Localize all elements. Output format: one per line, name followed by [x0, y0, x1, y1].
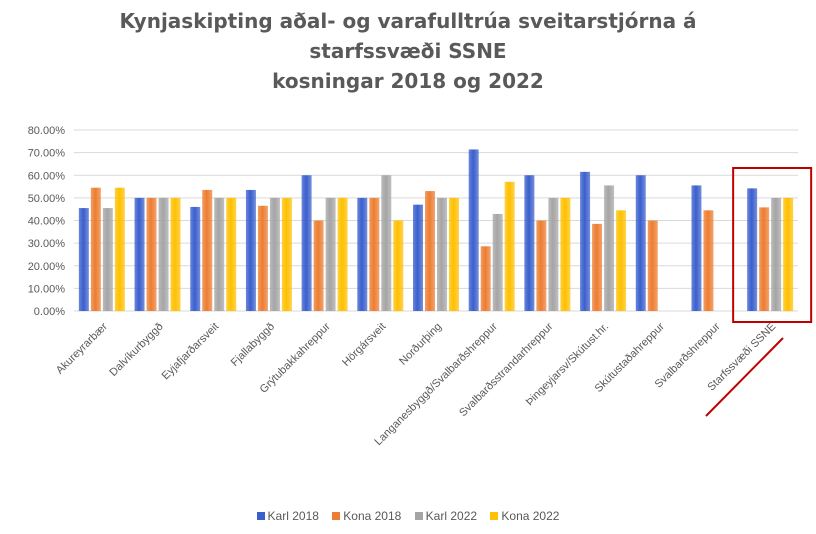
- bar-karl-2022-grytubakkahreppur: [325, 197, 336, 311]
- bar-karl-2022-dalvikurbygg: [158, 197, 169, 311]
- legend-swatch-karl-2022: [414, 512, 423, 520]
- bar-karl-2022-starfssv-i-ssne: [771, 197, 782, 311]
- y-tick-label-3: 30.00%: [28, 238, 66, 250]
- highlight-box: [732, 167, 813, 323]
- bar-karl-2018-svalbar-shreppur: [691, 185, 702, 311]
- bar-kona-2022-starfssv-i-ssne: [783, 197, 794, 311]
- x-tick-label-langanesbygg-svalbar-shreppur: Langanesbyggð/Svalbarðshreppur: [372, 320, 500, 448]
- highlight-slash: [705, 337, 784, 417]
- bar-karl-2022-akureyrarb-r: [102, 208, 113, 311]
- bar-kona-2018-ingeyjarsv-skutust-hr: [592, 223, 603, 311]
- chart-title-line-2: starfssvæði SSNE: [309, 39, 507, 63]
- bar-kona-2022-akureyrarb-r: [114, 187, 125, 311]
- legend-item-kona-2022: Kona 2022: [490, 509, 559, 523]
- bar-kona-2022-svalbar-sstrandarhreppur: [560, 197, 571, 311]
- y-tick-label-8: 80.00%: [28, 125, 66, 137]
- bar-karl-2022-fjallabygg: [269, 197, 280, 311]
- chart-title-line-1: Kynjaskipting aðal- og varafulltrúa svei…: [119, 9, 697, 33]
- bar-karl-2022-langanesbygg-svalbar-shreppur: [492, 213, 503, 311]
- bar-kona-2022-fjallabygg: [281, 197, 292, 311]
- y-tick-label-6: 60.00%: [28, 170, 66, 182]
- bar-karl-2018-ingeyjarsv-skutust-hr: [580, 171, 591, 311]
- y-tick-label-7: 70.00%: [28, 148, 66, 160]
- bar-kona-2018-svalbar-sstrandarhreppur: [536, 220, 547, 311]
- legend-swatch-kona-2022: [490, 512, 499, 520]
- legend-label-kona-2022: Kona 2022: [501, 509, 560, 523]
- bar-kona-2022-dalvikurbygg: [170, 197, 181, 311]
- chart-legend: Karl 2018 Kona 2018 Karl 2022 Kona 2022: [0, 509, 816, 523]
- bar-karl-2022-svalbar-sstrandarhreppur: [548, 197, 559, 311]
- legend-label-karl-2018: Karl 2018: [267, 509, 319, 523]
- legend-item-karl-2022: Karl 2022: [414, 509, 478, 523]
- y-tick-label-2: 20.00%: [28, 261, 66, 273]
- bar-kona-2018-dalvikurbygg: [146, 197, 157, 311]
- legend-label-kona-2018: Kona 2018: [343, 509, 402, 523]
- legend-swatch-kona-2018: [332, 512, 341, 520]
- x-tick-label-dalvikurbygg: Dalvíkurbyggð: [107, 321, 165, 379]
- bar-kona-2018-starfssv-i-ssne: [759, 207, 770, 311]
- legend-swatch-karl-2018: [256, 512, 265, 520]
- bar-kona-2022-ingeyjarsv-skutust-hr: [616, 210, 627, 311]
- bar-kona-2018-eyjafjar-arsveit: [202, 189, 213, 311]
- chart-title: Kynjaskipting aðal- og varafulltrúa svei…: [0, 6, 816, 96]
- bar-karl-2018-skutusta-ahreppur: [635, 175, 646, 311]
- y-tick-label-4: 40.00%: [28, 216, 66, 228]
- x-tick-label-fjallabygg: Fjallabyggð: [229, 321, 277, 369]
- bar-kona-2018-svalbar-shreppur: [703, 210, 714, 311]
- bar-kona-2022-eyjafjar-arsveit: [226, 197, 237, 311]
- bar-kona-2018-horgarsveit: [369, 197, 380, 311]
- bar-karl-2022-nor-ur-ing: [437, 197, 447, 311]
- bar-kona-2022-grytubakkahreppur: [337, 197, 348, 311]
- bar-kona-2018-nor-ur-ing: [425, 191, 435, 311]
- legend-item-kona-2018: Kona 2018: [332, 509, 401, 523]
- x-tick-label-akureyrarb-r: Akureyrarbær: [54, 320, 110, 376]
- bar-karl-2018-langanesbygg-svalbar-shreppur: [468, 149, 479, 311]
- chart-title-line-3: kosningar 2018 og 2022: [272, 69, 544, 93]
- x-tick-label-eyjafjar-arsveit: Eyjafjarðarsveit: [160, 321, 222, 383]
- bar-karl-2018-nor-ur-ing: [413, 204, 423, 311]
- x-tick-label-nor-ur-ing: Norðurþing: [397, 321, 444, 368]
- bar-kona-2018-fjallabygg: [257, 205, 268, 311]
- bar-kona-2022-nor-ur-ing: [449, 197, 459, 311]
- bar-karl-2018-fjallabygg: [245, 189, 256, 311]
- bar-karl-2022-ingeyjarsv-skutust-hr: [604, 185, 615, 311]
- legend-item-karl-2018: Karl 2018: [256, 509, 319, 523]
- bar-karl-2018-grytubakkahreppur: [301, 175, 312, 311]
- y-tick-label-5: 50.00%: [28, 193, 66, 205]
- bar-kona-2018-akureyrarb-r: [90, 187, 101, 311]
- bar-kona-2022-langanesbygg-svalbar-shreppur: [504, 181, 515, 311]
- y-tick-label-0: 0.00%: [34, 306, 65, 318]
- bar-karl-2018-starfssv-i-ssne: [747, 188, 758, 311]
- bar-kona-2018-grytubakkahreppur: [313, 220, 324, 311]
- bar-kona-2018-langanesbygg-svalbar-shreppur: [480, 246, 491, 311]
- bar-karl-2022-horgarsveit: [381, 175, 392, 311]
- bar-karl-2018-horgarsveit: [357, 197, 368, 311]
- bar-karl-2018-akureyrarb-r: [78, 208, 89, 311]
- x-tick-label-horgarsveit: Hörgársveit: [340, 321, 388, 369]
- bar-kona-2022-horgarsveit: [393, 220, 404, 311]
- bar-karl-2018-dalvikurbygg: [134, 197, 145, 311]
- bar-karl-2018-svalbar-sstrandarhreppur: [524, 175, 535, 311]
- bar-karl-2018-eyjafjar-arsveit: [190, 206, 201, 311]
- bar-karl-2022-eyjafjar-arsveit: [214, 197, 225, 311]
- bar-kona-2018-skutusta-ahreppur: [647, 220, 658, 311]
- y-tick-label-1: 10.00%: [28, 283, 66, 295]
- legend-label-karl-2022: Karl 2022: [425, 509, 478, 523]
- x-tick-label-svalbar-sstrandarhreppur: Svalbarðsstrandarhreppur: [457, 320, 556, 419]
